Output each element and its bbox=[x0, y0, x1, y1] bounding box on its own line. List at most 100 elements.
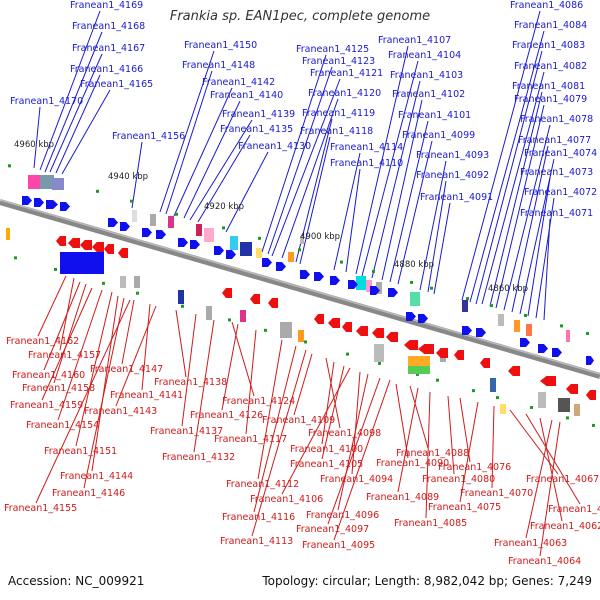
forward-gene-arrow bbox=[262, 258, 272, 267]
leader-line bbox=[469, 30, 545, 303]
leader-line bbox=[539, 417, 563, 522]
tick-mark bbox=[8, 164, 11, 168]
gene-label-franean1-4089: Franean1_4089 bbox=[366, 492, 440, 503]
scale-mark-label: 4960 kbp bbox=[14, 140, 55, 150]
gene-label-franean1-4083: Franean1_4083 bbox=[512, 40, 586, 51]
leader-line bbox=[251, 349, 307, 537]
tick-mark bbox=[416, 372, 419, 376]
gene-label-franean1-4105: Franean1_4105 bbox=[290, 459, 364, 470]
leader-line bbox=[333, 152, 361, 271]
tick-mark bbox=[490, 304, 493, 308]
gene-label-franean1-4130: Franean1_4130 bbox=[238, 141, 312, 152]
page-title: Frankia sp. EAN1pec, complete genome bbox=[169, 9, 431, 24]
feature-box bbox=[150, 214, 156, 226]
reverse-gene-arrow bbox=[56, 236, 66, 246]
leader-line bbox=[525, 419, 553, 539]
leader-line bbox=[33, 106, 41, 169]
reverse-gene-arrow bbox=[566, 384, 578, 394]
reverse-gene-arrow bbox=[342, 322, 352, 332]
tick-mark bbox=[258, 236, 261, 240]
feature-box bbox=[498, 314, 504, 326]
gene-label-franean1-4140: Franean1_4140 bbox=[210, 90, 284, 101]
gene-label-franean1-4074: Franean1_4074 bbox=[524, 148, 598, 159]
forward-gene-arrow bbox=[388, 288, 398, 297]
gene-label-franean1-4090: Franean1_4090 bbox=[376, 458, 450, 469]
leader-line bbox=[44, 31, 103, 173]
gene-label-franean1-4104: Franean1_4104 bbox=[388, 50, 462, 61]
leader-line bbox=[61, 89, 111, 175]
tick-mark bbox=[175, 212, 178, 216]
leader-line bbox=[427, 180, 447, 293]
forward-gene-arrow bbox=[476, 328, 486, 337]
gene-label-franean1-4091: Franean1_4091 bbox=[420, 192, 494, 203]
gene-label-franean1-4168: Franean1_4168 bbox=[72, 21, 146, 32]
genome-backbone bbox=[0, 199, 600, 379]
leader-line bbox=[495, 104, 545, 309]
leader-line bbox=[511, 145, 549, 313]
gene-label-franean1-4103: Franean1_4103 bbox=[390, 70, 464, 81]
tick-mark bbox=[340, 260, 343, 264]
leader-line bbox=[245, 329, 257, 435]
feature-box bbox=[514, 320, 520, 332]
feature-box bbox=[526, 324, 532, 336]
gene-label-franean1-4165: Franean1_4165 bbox=[80, 79, 154, 90]
tick-mark bbox=[130, 199, 133, 203]
forward-gene-arrow bbox=[226, 250, 236, 259]
gene-label-franean1-4137: Franean1_4137 bbox=[150, 426, 224, 437]
leader-line bbox=[527, 177, 551, 317]
tick-mark bbox=[586, 331, 589, 335]
feature-tracks bbox=[6, 175, 580, 416]
tick-mark bbox=[378, 361, 381, 365]
forward-gene-arrow bbox=[34, 198, 44, 207]
gene-label-franean1-4150: Franean1_4150 bbox=[184, 40, 258, 51]
gene-label-franean1-4106: Franean1_4106 bbox=[250, 494, 324, 505]
gene-label-franean1-4125: Franean1_4125 bbox=[296, 44, 370, 55]
feature-box bbox=[168, 216, 174, 228]
reverse-gene-arrow bbox=[480, 358, 490, 368]
leader-line bbox=[75, 291, 113, 447]
feature-box bbox=[280, 322, 292, 338]
feature-box bbox=[134, 276, 140, 288]
gene-label-franean1-4138: Franean1_4138 bbox=[154, 377, 228, 388]
forward-gene-arrow bbox=[552, 348, 562, 357]
top-label-leaders bbox=[33, 10, 555, 321]
leader-line bbox=[183, 100, 241, 219]
gene-label-franean1-4147: Franean1_4147 bbox=[90, 364, 164, 375]
reverse-gene-arrow bbox=[268, 298, 278, 308]
forward-gene-arrow bbox=[120, 222, 130, 231]
reverse-gene-arrow bbox=[104, 244, 114, 254]
tick-mark bbox=[372, 269, 375, 273]
feature-box bbox=[500, 404, 506, 414]
reverse-gene-arrow bbox=[386, 332, 398, 342]
gene-label-franean1-4097: Franean1_4097 bbox=[296, 524, 370, 535]
gene-label-franean1-4062: Franean1_4062 bbox=[530, 521, 600, 532]
leader-line bbox=[253, 345, 297, 513]
leader-line bbox=[419, 160, 447, 291]
feature-box bbox=[230, 236, 238, 250]
scale-mark-label: 4940 kbp bbox=[108, 172, 149, 182]
tick-mark bbox=[524, 313, 527, 317]
gene-label-franean1-4112: Franean1_4112 bbox=[226, 479, 300, 490]
gene-label-franean1-4141: Franean1_4141 bbox=[110, 390, 184, 401]
backbone-line bbox=[0, 199, 600, 379]
leader-line bbox=[175, 309, 187, 378]
feature-box bbox=[300, 236, 304, 244]
feature-box bbox=[574, 404, 580, 416]
tick-mark bbox=[430, 286, 433, 290]
leader-line bbox=[327, 377, 381, 525]
reverse-gene-arrow bbox=[508, 366, 520, 376]
leader-line bbox=[121, 299, 135, 365]
leader-line bbox=[351, 371, 361, 475]
leader-line bbox=[271, 78, 341, 257]
gene-label-franean1-4142: Franean1_4142 bbox=[202, 77, 276, 88]
feature-box bbox=[366, 280, 372, 292]
gene-label-franean1-4095: Franean1_4095 bbox=[302, 540, 376, 551]
leader-line bbox=[141, 303, 151, 391]
leader-line bbox=[193, 319, 215, 453]
reverse-gene-arrow bbox=[540, 376, 556, 386]
tick-mark bbox=[346, 352, 349, 356]
leader-line bbox=[197, 134, 251, 223]
leader-line bbox=[131, 141, 143, 209]
leader-line bbox=[389, 120, 429, 283]
tick-mark bbox=[96, 189, 99, 193]
